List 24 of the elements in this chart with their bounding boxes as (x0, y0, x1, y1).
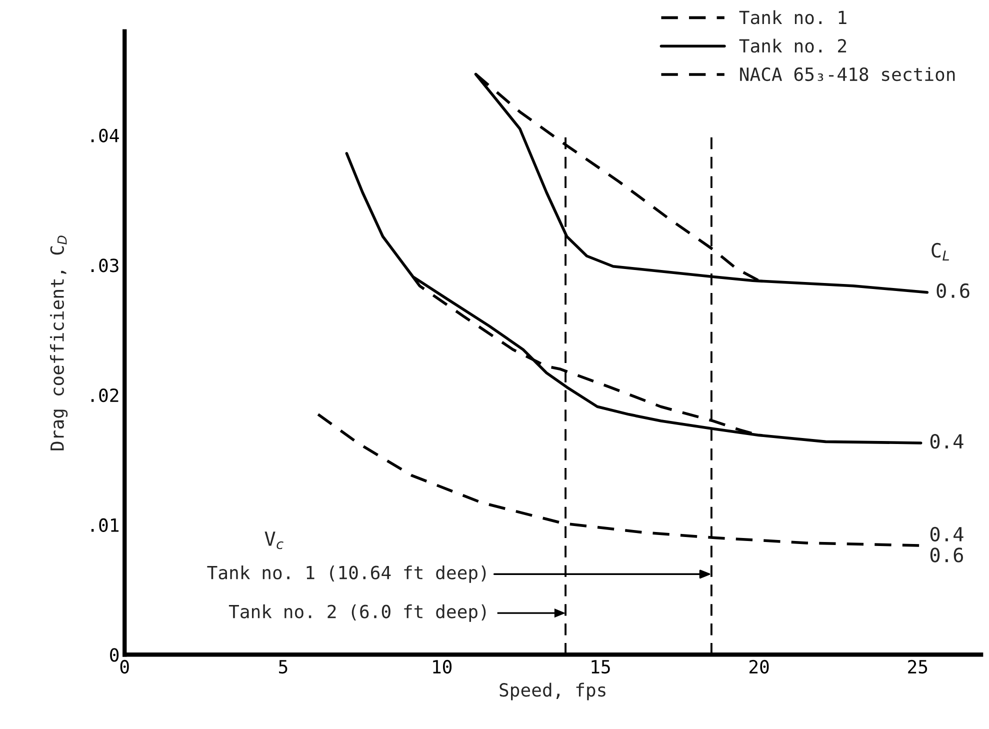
legend-label: NACA 65₃-418 section (740, 67, 955, 82)
annotation: V$_{c}$ (264, 532, 284, 550)
legend-label: Tank no. 2 (739, 38, 846, 53)
annotation: Tank no. 1 (10.64 ft deep) (207, 565, 486, 583)
x-tick-label: 15 (592, 660, 610, 674)
annotation: 0.6 (936, 283, 970, 298)
annotation: 0.6 (930, 548, 964, 562)
annotation: Tank no. 2 (6.0 ft deep) (228, 604, 486, 622)
legend-label: Tank no. 1 (739, 10, 846, 24)
y-tick-label: .03 (91, 258, 118, 272)
y-tick-label: 0 (110, 648, 119, 662)
x-tick-label: 10 (433, 660, 452, 674)
y-axis-title: Drag coefficient, C$_{D}$ (50, 236, 68, 450)
annotation: 0.4 (930, 434, 964, 449)
y-tick-label: .02 (91, 388, 118, 402)
annotation: 0.4 (930, 526, 964, 542)
x-tick-label: 25 (908, 660, 928, 674)
y-tick-label: .01 (91, 518, 119, 532)
x-tick-label: 0 (120, 660, 129, 674)
x-axis-title: Speed, fps (500, 682, 606, 700)
y-tick-label: .04 (91, 128, 119, 142)
annotation: C$_{L}$ (932, 242, 949, 261)
x-tick-label: 20 (750, 660, 769, 674)
x-tick-label: 5 (279, 660, 288, 674)
